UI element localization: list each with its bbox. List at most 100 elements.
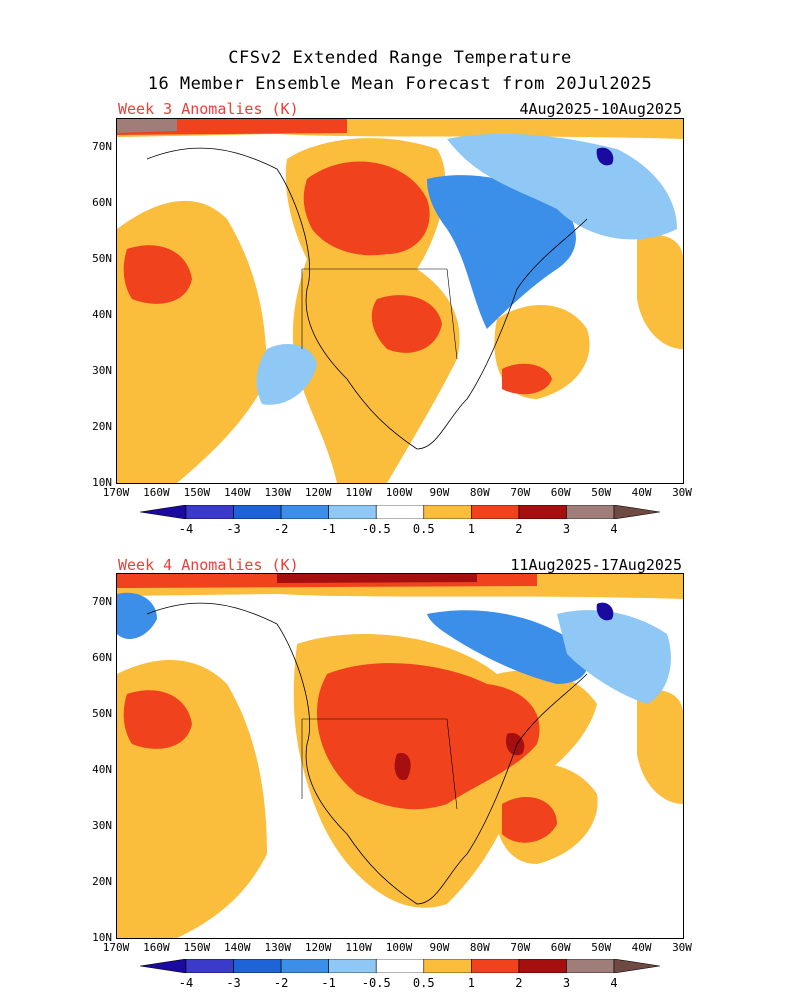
p2-cbar-seg-8 <box>518 958 567 974</box>
p2-lon-140W: 140W <box>224 941 251 954</box>
panel2-label: Week 4 Anomalies (K) <box>118 556 299 574</box>
p2-lon-40W: 40W <box>631 941 652 954</box>
p1-colorbar-svg <box>139 504 661 520</box>
p1-lat-20N: 20N <box>92 420 112 433</box>
p1-lon-80W: 80W <box>469 486 490 499</box>
p1-cbar-tick: 0.5 <box>412 522 435 536</box>
p2-cbar-tick: 0.5 <box>412 976 435 990</box>
title-line-1: CFSv2 Extended Range Temperature <box>228 48 572 68</box>
p2-cbar-seg-1 <box>185 958 234 974</box>
p1-cbar-seg-7 <box>471 504 520 520</box>
p1-cbar-tick: 2 <box>515 522 523 536</box>
p1-lat-70N: 70N <box>92 140 112 153</box>
p1-lon-40W: 40W <box>631 486 652 499</box>
p2-cbar-seg-9 <box>566 958 615 974</box>
p1-cbar-tick: -1 <box>321 522 336 536</box>
p2-lon-80W: 80W <box>469 941 490 954</box>
p1-cbar-seg-4 <box>328 504 377 520</box>
p2-lat-70N: 70N <box>92 595 112 608</box>
week4-colorbar <box>139 958 661 974</box>
p2-cbar-tick: -4 <box>178 976 194 990</box>
p2-cbar-seg-6 <box>423 958 472 974</box>
p1-cbar-tick: -3 <box>226 522 241 536</box>
p1-lon-160W: 160W <box>143 486 170 499</box>
p2-lon-130W: 130W <box>264 941 291 954</box>
p1-cbar-seg-10 <box>613 504 661 520</box>
title-line-2: 16 Member Ensemble Mean Forecast from 20… <box>147 74 653 94</box>
p1-cbar-tick: 1 <box>467 522 475 536</box>
p2-cbar-tick: 3 <box>562 976 571 990</box>
p2-lon-150W: 150W <box>183 941 211 954</box>
p1-lon-170W: 170W <box>102 486 130 499</box>
p2-cbar-tick: 2 <box>515 976 523 990</box>
p2-lon-90W: 90W <box>429 941 450 954</box>
p1-lon-100W: 100W <box>385 486 413 499</box>
p2-lon-50W: 50W <box>591 941 612 954</box>
week4-anomaly-map <box>116 573 684 939</box>
p2-cbar-tick: 1 <box>467 976 475 990</box>
p2-lat-10N: 10N <box>92 931 112 944</box>
p1-cbar-seg-5 <box>375 504 425 520</box>
p1-cbar-seg-8 <box>518 504 567 520</box>
p1-lat-50N: 50N <box>92 252 112 265</box>
p1-lon-90W: 90W <box>429 486 450 499</box>
p2-cbar-tick: -3 <box>226 976 241 990</box>
p1-lon-110W: 110W <box>345 486 372 499</box>
p2-lon-160W: 160W <box>143 941 170 954</box>
p2-lon-120W: 120W <box>304 941 332 954</box>
p1-lon-130W: 130W <box>264 486 291 499</box>
p2-lon-60W: 60W <box>550 941 571 954</box>
p1-cbar-tick: -2 <box>273 522 289 536</box>
panel2-dates: 11Aug2025-17Aug2025 <box>510 556 682 574</box>
p2-lon-170W: 170W <box>102 941 130 954</box>
p2-cbar-seg-2 <box>233 958 282 974</box>
p2-cbar-seg-0 <box>139 958 187 974</box>
p1-cbar-tick: 3 <box>562 522 571 536</box>
p2-lon-100W: 100W <box>385 941 413 954</box>
panel1-label: Week 3 Anomalies (K) <box>118 100 299 118</box>
p1-lon-60W: 60W <box>550 486 571 499</box>
p2-lon-70W: 70W <box>510 941 531 954</box>
p2-lon-30W: 30W <box>672 941 692 954</box>
p1-cbar-seg-2 <box>233 504 282 520</box>
p2-cbar-seg-3 <box>280 958 329 974</box>
week4-map-svg <box>117 574 683 938</box>
week3-map-svg <box>117 119 683 483</box>
p2-lat-40N: 40N <box>92 763 112 776</box>
week3-anomaly-map <box>116 118 684 484</box>
panel1-dates: 4Aug2025-10Aug2025 <box>519 100 682 118</box>
p1-lon-120W: 120W <box>304 486 332 499</box>
p1-cbar-seg-1 <box>185 504 234 520</box>
p1-lat-60N: 60N <box>92 196 112 209</box>
p2-cbar-seg-10 <box>613 958 661 974</box>
p1-lat-10N: 10N <box>92 476 112 489</box>
p1-lon-140W: 140W <box>224 486 251 499</box>
p2-cbar-tick: -2 <box>273 976 289 990</box>
p1-cbar-seg-6 <box>423 504 472 520</box>
p1-lat-30N: 30N <box>92 364 112 377</box>
week3-colorbar <box>139 504 661 520</box>
p2-cbar-tick: -1 <box>321 976 336 990</box>
p1-lon-30W: 30W <box>672 486 692 499</box>
p1-lon-150W: 150W <box>183 486 211 499</box>
p2-cbar-tick: -0.5 <box>361 976 391 990</box>
p2-cbar-seg-5 <box>375 958 425 974</box>
p2-cbar-tick: 4 <box>610 976 618 990</box>
p2-colorbar-svg <box>139 958 661 974</box>
p2-lat-20N: 20N <box>92 875 112 888</box>
p2-cbar-seg-7 <box>471 958 520 974</box>
p2-lon-110W: 110W <box>345 941 372 954</box>
p1-cbar-seg-3 <box>280 504 329 520</box>
p2-cbar-seg-4 <box>328 958 377 974</box>
p1-cbar-seg-9 <box>566 504 615 520</box>
p2-lat-50N: 50N <box>92 707 112 720</box>
p1-cbar-tick: -0.5 <box>361 522 391 536</box>
p2-lat-60N: 60N <box>92 651 112 664</box>
p1-lon-70W: 70W <box>510 486 531 499</box>
p1-lat-40N: 40N <box>92 308 112 321</box>
p1-cbar-tick: -4 <box>178 522 194 536</box>
p1-lon-50W: 50W <box>591 486 612 499</box>
p2-lat-30N: 30N <box>92 819 112 832</box>
p1-cbar-tick: 4 <box>610 522 618 536</box>
p1-cbar-seg-0 <box>139 504 187 520</box>
